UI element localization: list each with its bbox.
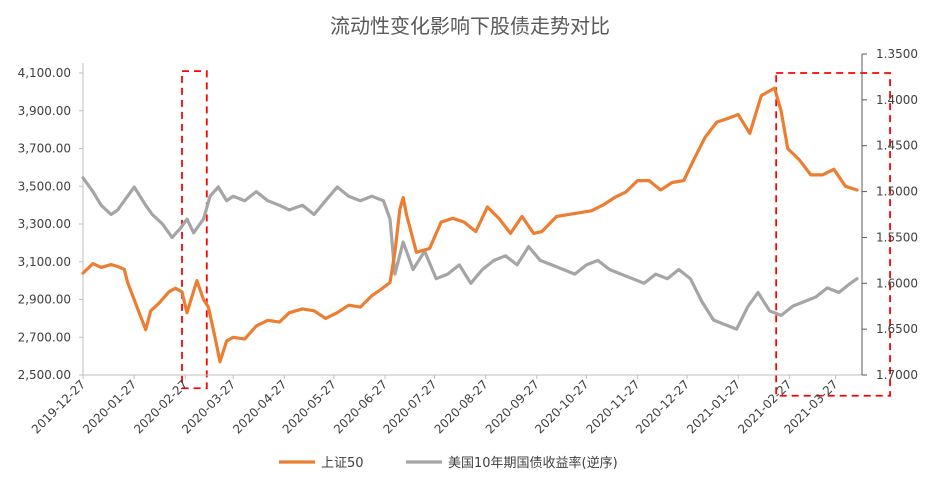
right-tick-label: 1.7000 [876,368,918,382]
left-tick-label: 3,100.00 [18,255,71,269]
x-tick-label: 2020-12-27 [633,377,692,436]
legend-label-1: 美国10年期国债收益率(逆序) [448,455,618,471]
annotations-layer [181,70,891,397]
left-tick-label: 4,100.00 [18,66,71,80]
x-tick-label: 2020-01-27 [80,377,139,436]
x-tick-label: 2020-10-27 [532,377,591,436]
right-tick-label: 1.3500 [876,47,918,61]
legend-label-0: 上证50 [321,456,364,471]
right-tick-label: 1.5000 [876,185,918,199]
right-tick-label: 1.6000 [876,276,918,290]
legend: 上证50 美国10年期国债收益率(逆序) [279,455,618,471]
left-tick-label: 3,500.00 [18,179,71,193]
x-tick-label: 2020-07-27 [380,377,439,436]
left-tick-label: 3,700.00 [18,142,71,156]
x-tick-label: 2020-05-27 [280,377,339,436]
left-tick-label: 3,300.00 [18,217,71,231]
annotation-box-1 [775,72,891,397]
series-line-1 [81,176,859,331]
left-tick-label: 3,900.00 [18,104,71,118]
series-layer [81,86,859,364]
series-line-0 [81,86,859,364]
right-tick-label: 1.6500 [876,322,918,336]
left-tick-label: 2,700.00 [18,330,71,344]
right-tick-label: 1.4500 [876,139,918,153]
annotation-box-0 [181,70,208,390]
right-tick-label: 1.4000 [876,93,918,107]
x-tick-label: 2020-08-27 [432,377,491,436]
axes-layer: 2,500.00 2,700.00 2,900.00 3,100.00 3,300.00… [18,47,918,436]
chart-title: 流动性变化影响下股债走势对比 [330,14,610,38]
x-tick-label: 2019-12-27 [29,377,88,436]
left-tick-label: 2,500.00 [18,368,71,382]
left-tick-label: 2,900.00 [18,293,71,307]
right-tick-label: 1.5500 [876,230,918,244]
x-tick-label: 2021-01-27 [684,377,743,436]
